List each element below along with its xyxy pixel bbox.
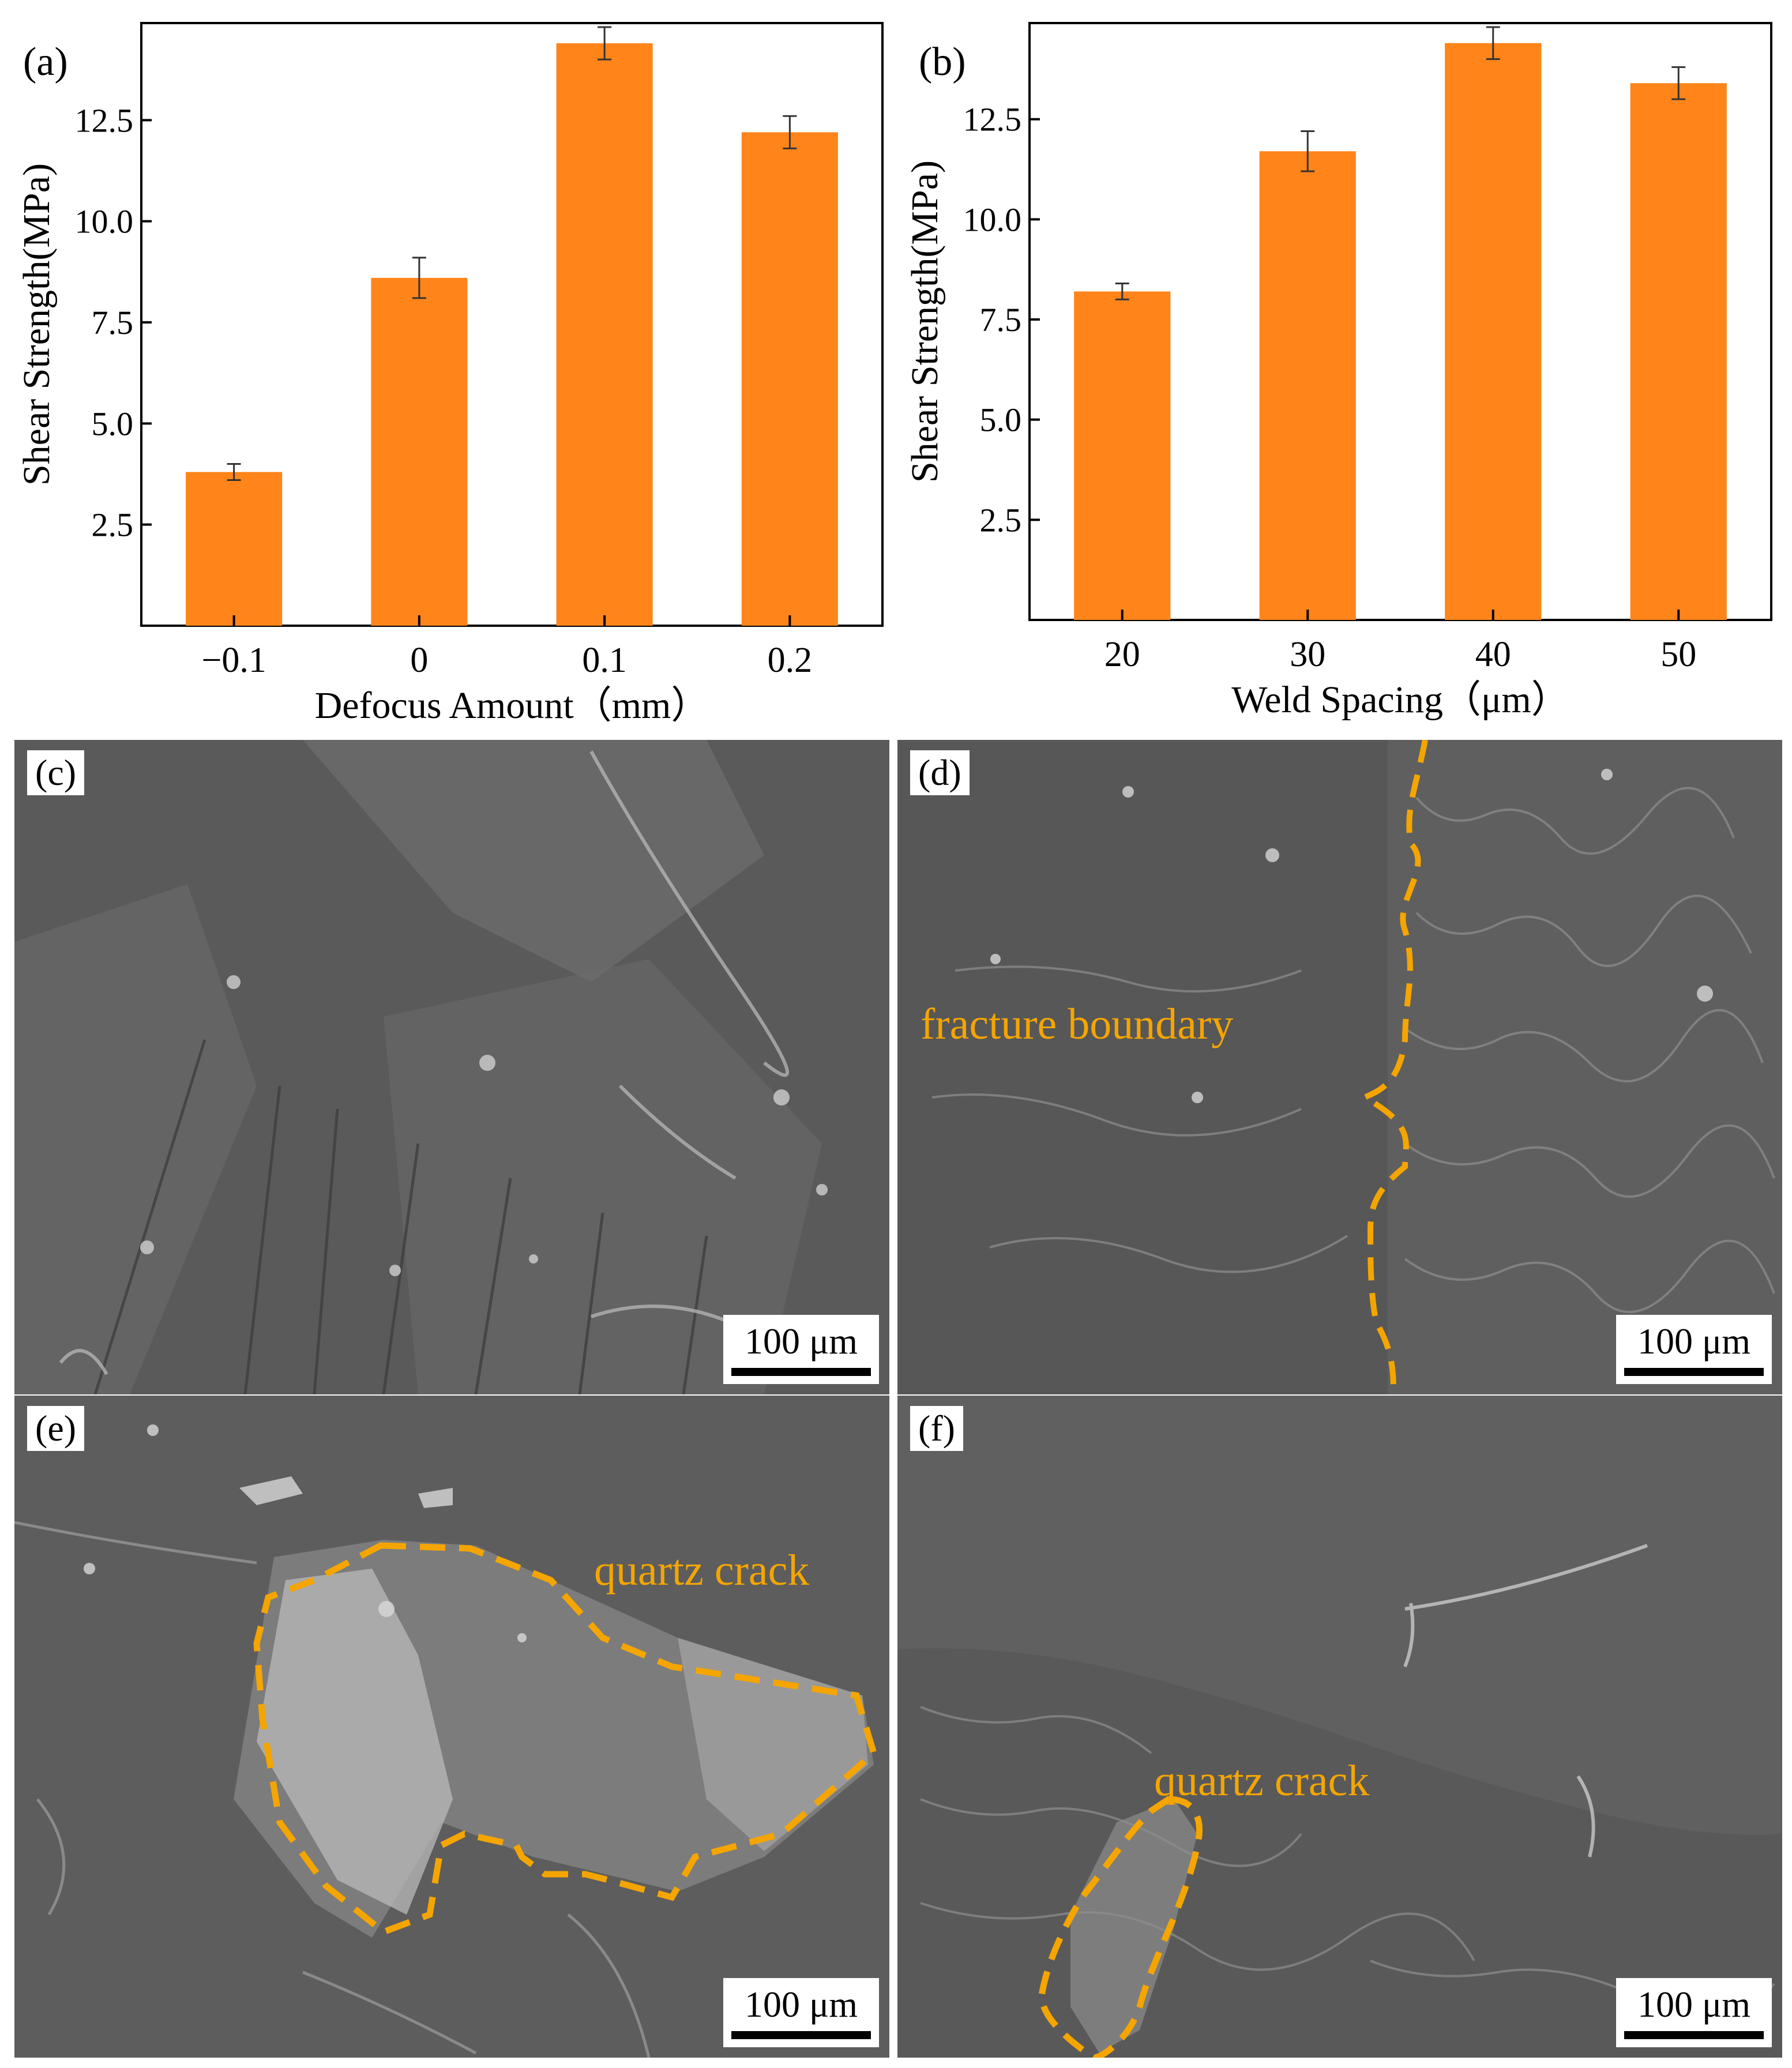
panel-label-f: (f)	[910, 1406, 963, 1452]
bar	[186, 472, 283, 626]
y-tick-label: 12.5	[75, 101, 134, 139]
y-tick-label: 2.5	[92, 506, 134, 544]
x-tick-label: 50	[1660, 635, 1696, 674]
y-axis-label: Shear Strength(MPa)	[16, 163, 58, 486]
panel-label: (a)	[23, 40, 68, 84]
annotation-quartz-crack-e: quartz crack	[594, 1546, 810, 1595]
scale-bar-c: 100 μm	[723, 1315, 879, 1384]
bar	[371, 277, 468, 626]
scale-bar-e: 100 μm	[723, 1978, 879, 2047]
scale-bar-text-f: 100 μm	[1637, 1984, 1751, 2025]
bar-chart-a: 2.5 5.0 7.5 10.0 12.5 −0.1 0 0.1 0.2 Defocus Amou…	[16, 22, 884, 727]
panel-label-d: (d)	[910, 750, 970, 796]
scale-bar-d: 100 μm	[1616, 1315, 1772, 1384]
x-tick-label: 0.2	[768, 641, 813, 680]
y-axis-label: Shear Strength(MPa)	[904, 160, 946, 483]
scale-bar-f: 100 μm	[1616, 1978, 1772, 2047]
x-tick-label: 40	[1475, 635, 1511, 674]
bar	[741, 132, 838, 626]
bar	[1259, 151, 1356, 621]
y-tick-label: 5.0	[980, 401, 1022, 439]
sem-texture-e	[14, 1396, 889, 2058]
chart-panel-a: 2.5 5.0 7.5 10.0 12.5 −0.1 0 0.1 0.2 Defocus Amou…	[0, 0, 896, 738]
x-axis-label: Weld Spacing（μm）	[1231, 679, 1569, 721]
scale-bar-line-e	[731, 2031, 871, 2039]
bar	[1445, 43, 1542, 620]
scale-bar-text-c: 100 μm	[744, 1321, 858, 1362]
sem-texture-c	[14, 740, 889, 1394]
x-tick-label: −0.1	[201, 641, 266, 680]
bar	[1074, 291, 1171, 620]
panel-label: (b)	[919, 40, 966, 84]
y-tick-label: 2.5	[980, 501, 1022, 539]
bar	[556, 43, 653, 626]
sem-texture-d	[897, 740, 1782, 1394]
panel-label-c: (c)	[27, 750, 85, 796]
sem-micrograph-f: (f) quartz crack 100 μm	[897, 1396, 1782, 2058]
scale-bar-line-f	[1624, 2031, 1764, 2039]
chart-panel-b: 2.5 5.0 7.5 10.0 12.5 20 30 40 50 Weld Spacing（μm…	[896, 0, 1792, 738]
annotation-quartz-crack-f: quartz crack	[1154, 1757, 1370, 1805]
y-tick-label: 10.0	[75, 203, 134, 240]
annotation-fracture-boundary: fracture boundary	[921, 1000, 1234, 1048]
sem-micrograph-e: (e) quartz crack 100 μm	[14, 1396, 889, 2058]
x-axis-label: Defocus Amount（mm）	[315, 685, 709, 727]
panel-label-e: (e)	[27, 1406, 85, 1452]
y-tick-label: 10.0	[963, 201, 1022, 238]
y-tick-label: 12.5	[963, 101, 1022, 138]
sem-micrograph-d: (d) fracture boundary 100 μm	[897, 740, 1782, 1394]
bar	[1630, 83, 1727, 620]
axes-frame	[1028, 22, 1772, 621]
sem-texture-f	[897, 1396, 1782, 2058]
x-tick-label: 0.1	[582, 641, 627, 680]
scale-bar-text-d: 100 μm	[1637, 1321, 1751, 1362]
sem-micrograph-c: (c) 100 μm	[14, 740, 889, 1394]
x-tick-label: 30	[1290, 635, 1325, 674]
x-tick-label: 20	[1104, 635, 1140, 674]
scale-bar-text-e: 100 μm	[744, 1984, 858, 2025]
axes-frame	[140, 22, 884, 627]
bar-chart-b: 2.5 5.0 7.5 10.0 12.5 20 30 40 50 Weld Spacing（μm…	[904, 22, 1772, 721]
scale-bar-line-d	[1624, 1368, 1764, 1376]
scale-bar-line-c	[731, 1368, 871, 1376]
y-tick-label: 7.5	[980, 301, 1022, 339]
x-tick-label: 0	[410, 641, 428, 680]
y-tick-label: 7.5	[92, 304, 134, 341]
y-tick-label: 5.0	[92, 405, 134, 442]
